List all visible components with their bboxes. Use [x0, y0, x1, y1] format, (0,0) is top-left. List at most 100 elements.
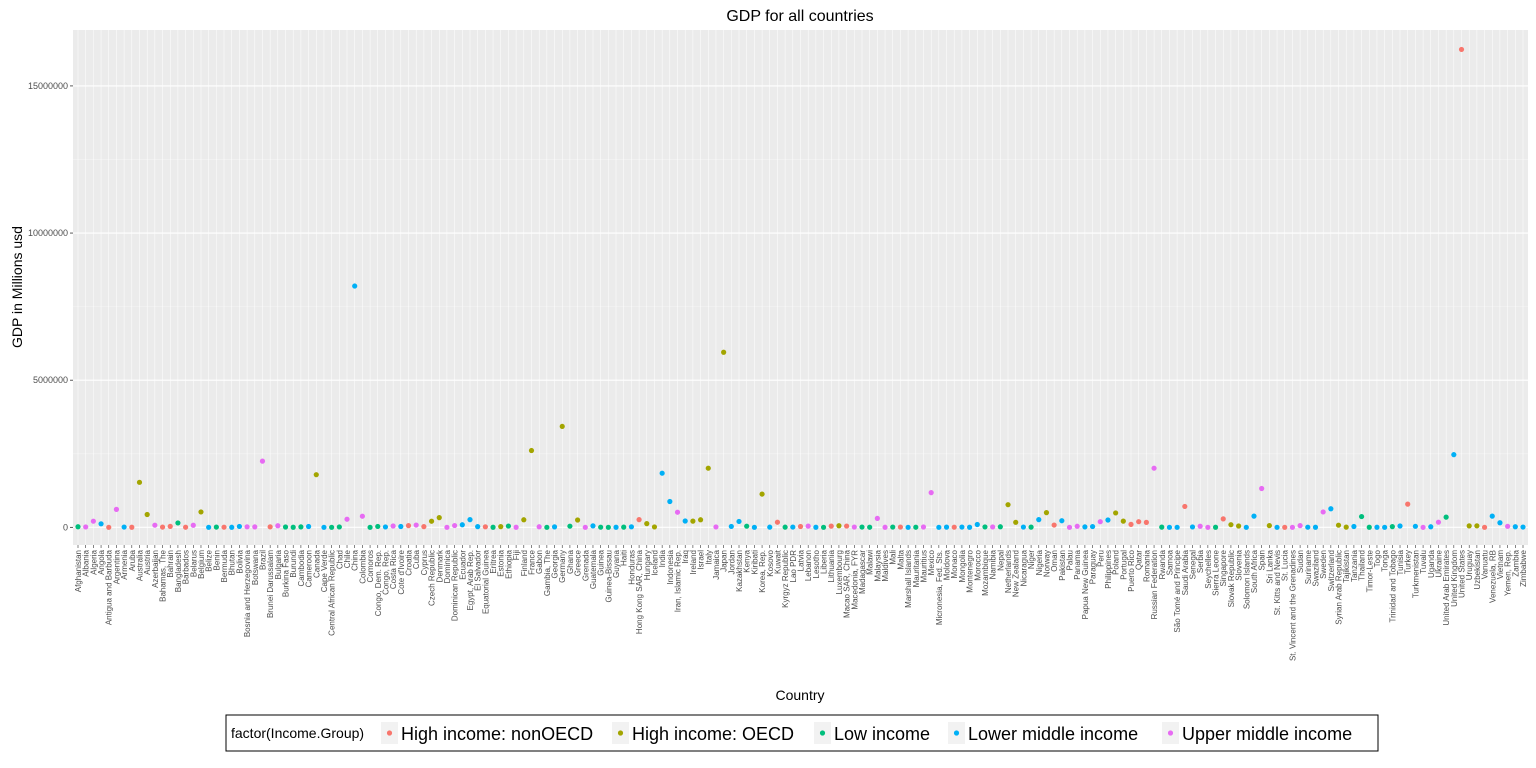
data-point: [605, 524, 611, 530]
x-tick-label: Lao PDR: [789, 550, 798, 583]
data-point: [1266, 523, 1272, 529]
data-point: [475, 524, 481, 530]
x-tick-label: Botswana: [251, 549, 260, 585]
data-point: [1212, 524, 1219, 530]
data-point: [575, 517, 581, 523]
data-point: [828, 523, 834, 529]
data-point: [1374, 524, 1380, 530]
data-point: [598, 524, 604, 530]
data-point: [1420, 524, 1426, 530]
data-point: [751, 524, 757, 530]
x-tick-label: Ecuador: [458, 550, 467, 580]
x-tick-label: Niger: [1027, 550, 1036, 569]
data-point: [705, 465, 711, 471]
data-point: [390, 523, 396, 529]
legend-label: High income: OECD: [632, 724, 794, 744]
data-point: [767, 524, 773, 530]
data-point: [1051, 522, 1057, 528]
x-tick-label: Suriname: [1304, 549, 1313, 584]
data-point: [551, 524, 558, 530]
x-tick-label: Sudan: [1296, 550, 1305, 573]
legend-label: Upper middle income: [1182, 724, 1352, 744]
x-tick-label: St. Lucia: [1281, 549, 1290, 581]
x-tick-label: Kosovo: [766, 549, 775, 576]
data-point: [1151, 465, 1157, 471]
data-point: [805, 523, 811, 529]
x-tick-label: Hong Kong SAR, China: [635, 549, 644, 634]
x-tick-label: Austria: [143, 549, 152, 574]
x-tick-label: United Kingdom: [1450, 550, 1459, 607]
x-tick-label: Sri Lanka: [1265, 549, 1274, 583]
x-tick-label: Greece: [574, 549, 583, 576]
gridlines: [73, 30, 1528, 545]
x-tick-label: Mongolia: [958, 549, 967, 582]
x-tick-label: Togo: [1373, 549, 1382, 567]
x-tick-label: Israel: [697, 550, 706, 570]
x-tick-label: Macedonia, FYR: [850, 550, 859, 610]
data-point: [1358, 513, 1365, 520]
x-tick-label: South Africa: [1250, 549, 1259, 593]
data-point: [943, 524, 950, 530]
x-tick-label: Kiribati: [750, 550, 759, 575]
data-point: [1066, 524, 1073, 530]
data-point: [298, 524, 304, 530]
x-tick-label: Kenya: [743, 549, 752, 572]
x-axis-label: Country: [775, 687, 824, 703]
data-point: [375, 523, 381, 530]
data-point: [505, 523, 512, 529]
x-tick-label: Liberia: [820, 549, 829, 574]
x-tick-label: Malaysia: [873, 549, 882, 581]
x-tick-label: Iran, Islamic Rep.: [674, 550, 683, 612]
x-tick-label: Ethiopia: [504, 549, 513, 578]
data-point: [1120, 518, 1126, 524]
data-point: [1497, 520, 1503, 526]
x-tick-label: Belarus: [189, 550, 198, 577]
data-point: [1389, 524, 1395, 530]
x-tick-label: Honduras: [627, 550, 636, 585]
data-point: [867, 524, 873, 530]
data-point: [782, 524, 788, 530]
data-point: [83, 524, 89, 530]
data-point: [882, 524, 888, 530]
x-tick-label: Belgium: [197, 550, 206, 579]
x-tick-label: Timor-Leste: [1365, 549, 1374, 592]
data-point: [1274, 524, 1280, 530]
x-tick-label: Panama: [1073, 549, 1082, 579]
data-point: [1189, 524, 1196, 530]
data-point: [1043, 510, 1050, 516]
data-point: [1243, 524, 1249, 530]
legend-key-point: [1167, 730, 1174, 736]
data-point: [1228, 522, 1234, 528]
x-tick-label: Venezuela, RB: [1488, 550, 1497, 603]
x-tick-label: Congo, Rep.: [381, 550, 390, 595]
data-point: [990, 524, 996, 530]
data-point: [1305, 524, 1311, 530]
data-point: [974, 521, 980, 528]
x-tick-label: Costa Rica: [389, 549, 398, 589]
data-point: [428, 518, 435, 524]
data-point: [859, 524, 865, 530]
data-point: [321, 524, 327, 530]
x-tick-label: Brunei Darussalam: [266, 550, 275, 618]
x-tick-label: Bhutan: [228, 550, 237, 575]
data-point: [1205, 524, 1211, 530]
data-point: [1512, 524, 1518, 530]
x-tick-label: Cote d'Ivoire: [397, 549, 406, 594]
x-tick-label: Egypt, Arab Rep.: [466, 550, 475, 610]
data-point: [1143, 519, 1149, 525]
x-tick-label: Iceland: [650, 550, 659, 576]
x-tick-label: Ghana: [566, 549, 575, 574]
data-point: [244, 524, 250, 530]
data-point: [1351, 523, 1357, 530]
data-point: [113, 506, 120, 512]
data-point: [1328, 506, 1334, 512]
x-tick-label: Dominica: [443, 549, 452, 583]
x-tick-label: Armenia: [120, 549, 129, 579]
data-point: [1405, 501, 1411, 507]
data-point: [697, 517, 704, 523]
x-tick-label: Pakistan: [1058, 550, 1067, 581]
x-tick-label: Hungary: [643, 550, 652, 580]
data-point: [129, 524, 135, 530]
data-point: [1520, 524, 1526, 530]
x-tick-label: Slovenia: [1235, 549, 1244, 580]
